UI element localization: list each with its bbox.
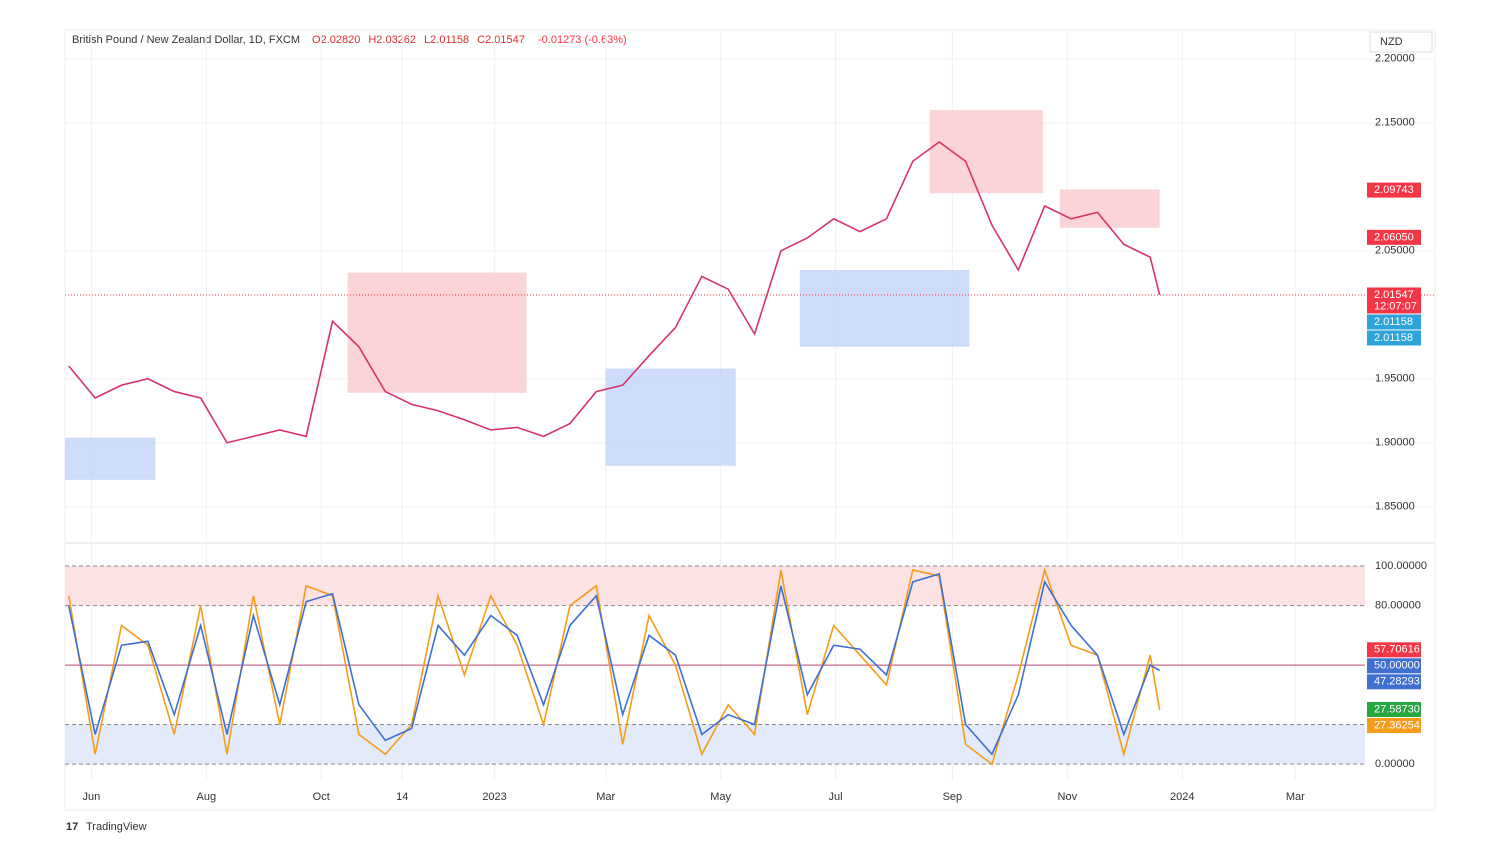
countdown: 12:07:07	[1374, 300, 1417, 312]
x-tick-label: May	[710, 791, 731, 803]
price-tag-label: 57.70616	[1374, 644, 1420, 656]
price-tag-label: 50.00000	[1374, 660, 1420, 672]
price-tag	[1367, 229, 1421, 245]
zone	[1059, 189, 1160, 228]
x-tick-label: Mar	[596, 791, 615, 803]
symbol: British Pound / New Zealand Dollar, 1D, …	[72, 34, 300, 46]
y-tick-label: 1.95000	[1375, 373, 1415, 385]
series-line	[67, 567, 1161, 766]
price-tag	[1367, 642, 1421, 658]
price-tag-label: 27.58730	[1374, 703, 1420, 715]
y-tick-label: 2.05000	[1375, 245, 1415, 257]
zone	[65, 437, 156, 480]
price-tag-label: 2.01547	[1374, 289, 1414, 301]
x-tick-label: Jun	[83, 791, 101, 803]
price-tag	[1367, 330, 1421, 346]
currency: NZD	[1380, 36, 1403, 48]
y-tick-label: 100.00000	[1375, 560, 1427, 572]
price-tag	[1367, 314, 1421, 330]
ohlc: O2.02820 H2.03262 L2.01158 C2.01547	[312, 34, 525, 46]
price-tag	[1367, 658, 1421, 674]
currency-box	[1369, 31, 1433, 53]
zone	[799, 269, 970, 347]
x-tick-label: 2023	[482, 791, 506, 803]
price-tag-label: 2.09743	[1374, 184, 1414, 196]
price-tag-label: 47.28293	[1374, 676, 1420, 688]
price-tag	[1367, 182, 1421, 198]
band	[65, 566, 1365, 606]
price-tag	[1367, 717, 1421, 733]
ohlc-value: H2.03262	[368, 34, 416, 46]
y-tick-label: 1.90000	[1375, 437, 1415, 449]
logo: 17	[66, 821, 78, 833]
price-tag-label: 2.01158	[1374, 332, 1413, 344]
zone	[347, 272, 527, 393]
series-line	[68, 141, 1161, 444]
x-tick-label: 14	[396, 791, 408, 803]
x-tick-label: 2024	[1170, 791, 1194, 803]
ohlc-value: L2.01158	[424, 34, 469, 46]
x-tick-label: Aug	[197, 791, 217, 803]
x-tick-label: Nov	[1058, 791, 1078, 803]
price-tag-label: 2.06050	[1374, 231, 1414, 243]
zone	[605, 368, 736, 466]
x-tick-label: Mar	[1286, 791, 1305, 803]
change: -0.01273 (-0.63%)	[538, 34, 627, 46]
y-tick-label: 2.20000	[1375, 53, 1415, 65]
frame	[64, 29, 1436, 811]
x-tick-label: Oct	[313, 791, 330, 803]
price-tag-label: 27.36254	[1374, 719, 1420, 731]
y-tick-label: 80.00000	[1375, 600, 1421, 612]
x-tick-label: Sep	[943, 791, 963, 803]
series-line	[67, 572, 1161, 756]
ohlc-value: O2.02820	[312, 34, 360, 46]
price-tag	[1367, 674, 1421, 690]
price-tag-label: 2.01158	[1374, 316, 1413, 328]
y-tick-label: 1.85000	[1375, 501, 1415, 513]
y-tick-label: 0.00000	[1375, 758, 1415, 770]
price-tag	[1367, 287, 1421, 314]
y-tick-label: 2.15000	[1375, 117, 1415, 129]
zone	[929, 110, 1043, 194]
price-tag	[1367, 701, 1421, 717]
x-tick-label: Jul	[829, 791, 843, 803]
footer: TradingView	[86, 821, 147, 833]
ohlc-value: C2.01547	[477, 34, 525, 46]
